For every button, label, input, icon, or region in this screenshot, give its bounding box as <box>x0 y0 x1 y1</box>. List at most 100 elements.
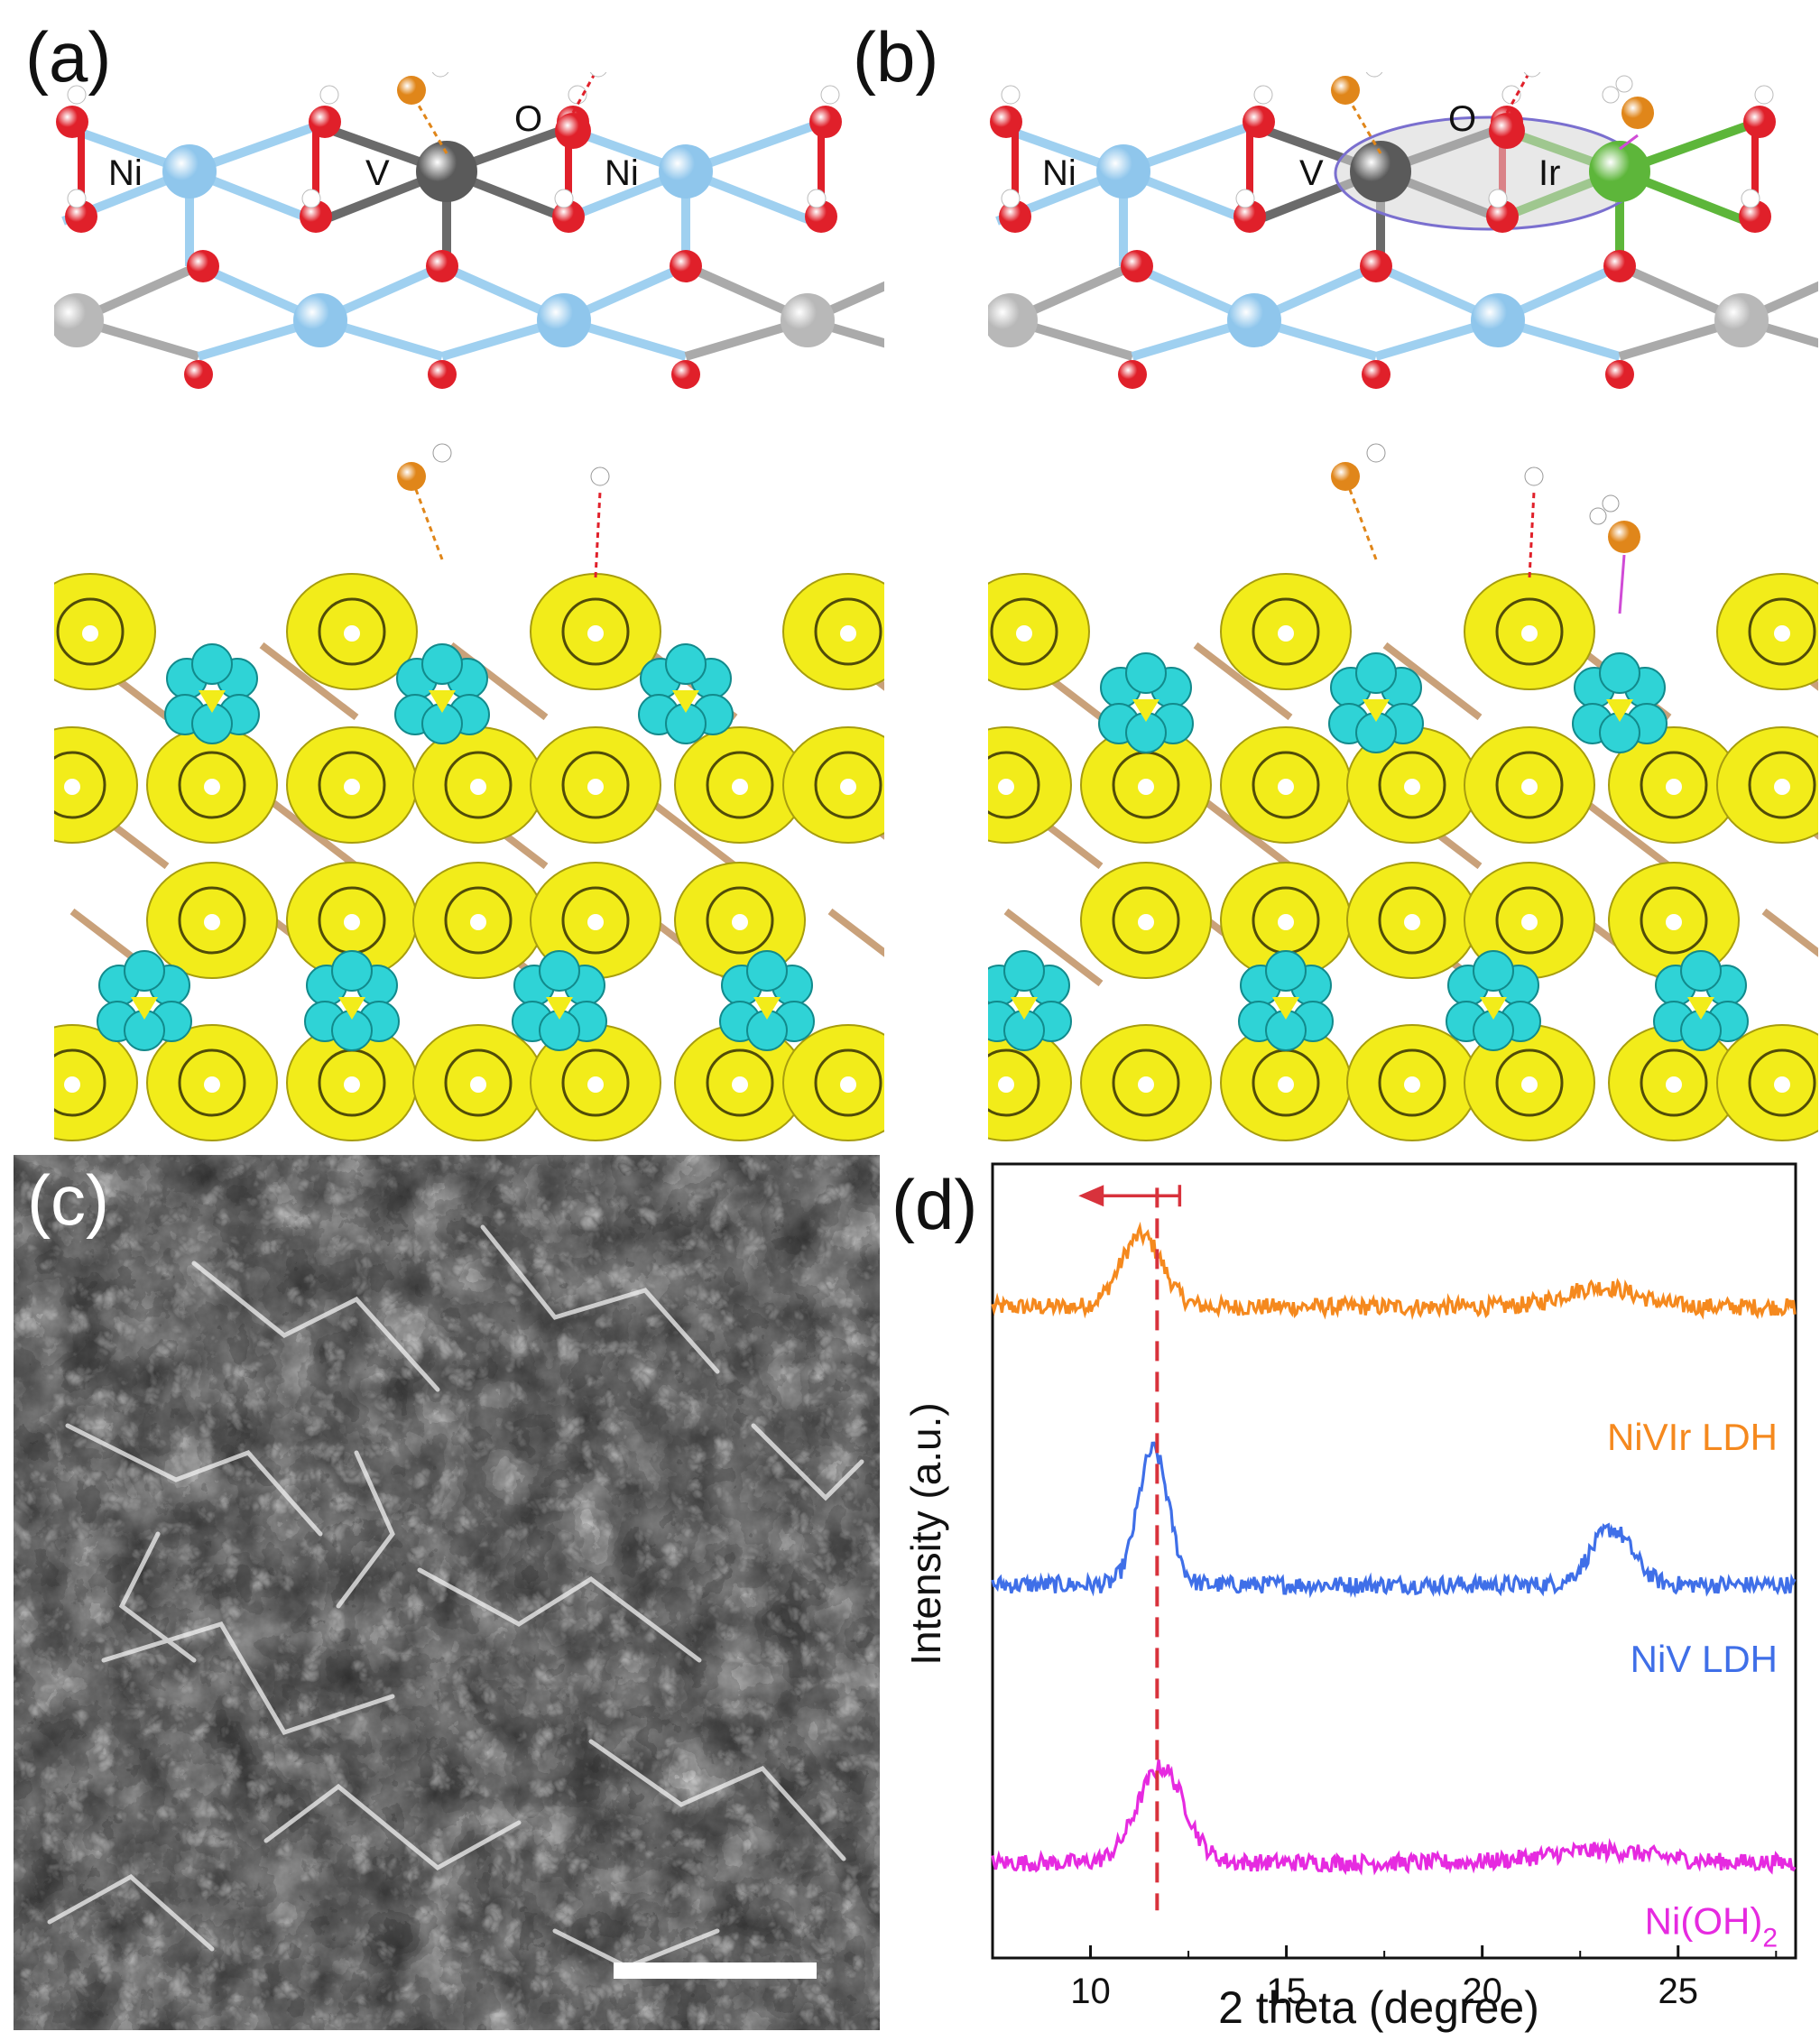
ni-atom <box>1471 293 1525 347</box>
ir-atom <box>1589 141 1650 202</box>
atom-label-1: V <box>365 153 390 193</box>
charge-density-isosurface <box>54 443 884 1141</box>
x-tick-label: 25 <box>1658 1972 1699 2011</box>
panel-b-structure: Ni V O Ir <box>988 72 1818 1141</box>
cyan-lobe <box>1265 950 1307 992</box>
hydrogen-atom <box>589 72 607 78</box>
scale-bar <box>614 1962 817 1979</box>
panel-a-structure: Ni V O Ni <box>54 72 884 1141</box>
hydrogen-atom <box>1366 443 1386 463</box>
ni-atom <box>293 293 347 347</box>
series-label-2: Ni(OH)2 <box>1645 1900 1778 1953</box>
yellow-lobe <box>1716 573 1818 690</box>
x-axis-label: 2 theta (degree) <box>1218 1982 1539 2033</box>
oxygen-atom <box>805 200 837 233</box>
ni-atom <box>537 293 591 347</box>
yellow-lobe <box>54 726 138 844</box>
yellow-lobe <box>782 1024 884 1141</box>
adsorbed-oxygen <box>397 462 426 491</box>
series-line-1 <box>991 1441 1797 1599</box>
oxygen-atom <box>1486 200 1519 233</box>
panel-d-xrd-chart: Intensity (a.u.) 2 theta (degree) 10 15 20… <box>902 1162 1797 2033</box>
oxygen-atom <box>184 360 213 389</box>
oxygen-atom <box>1243 106 1275 138</box>
oxygen-atom <box>1362 360 1390 389</box>
oxygen-atom <box>187 250 219 282</box>
hydrogen-atom <box>1523 72 1541 78</box>
adsorbed-oxygen <box>1608 521 1640 553</box>
yellow-lobe <box>988 573 1090 690</box>
hydrogen-atom <box>1754 85 1774 105</box>
gr-atom <box>988 293 1038 347</box>
hydrogen-atom <box>432 443 452 463</box>
oxygen-atom <box>56 106 88 138</box>
cyan-lobe <box>665 643 707 685</box>
cyan-lobe <box>421 643 463 685</box>
atom-label-0: Ni <box>1042 153 1076 193</box>
hydrogen-atom <box>431 72 449 78</box>
yellow-lobe <box>782 573 884 690</box>
yellow-lobe <box>988 726 1072 844</box>
atom-label-3: Ir <box>1538 153 1560 193</box>
cyan-lobe <box>1125 652 1167 694</box>
panel-label-d: (d) <box>892 1165 978 1244</box>
cyan-lobe <box>124 950 165 992</box>
atom-label-1: V <box>1299 153 1324 193</box>
hydrogen-atom <box>807 189 827 208</box>
oxygen-atom <box>990 106 1022 138</box>
hydrogen-atom <box>301 189 321 208</box>
hydrogen-atom <box>554 189 574 208</box>
plot-frame <box>991 1162 1797 1960</box>
oxygen-atom <box>1603 250 1636 282</box>
adsorbed-oxygen <box>1331 462 1360 491</box>
hydrogen-atom <box>1602 494 1620 513</box>
hydrogen-atom <box>1001 85 1021 105</box>
hydrogen-atom <box>1741 189 1760 208</box>
bridging-oxygen <box>555 113 591 149</box>
atom-label-2: O <box>1448 99 1476 139</box>
hydrogen-atom <box>1235 189 1255 208</box>
cyan-lobe <box>1599 652 1640 694</box>
oxygen-atom <box>1121 250 1153 282</box>
oxygen-atom <box>671 360 700 389</box>
ni-atom <box>162 144 217 199</box>
cyan-lobe <box>1003 950 1045 992</box>
atom-label-3: Ni <box>605 153 639 193</box>
charge-density-isosurface <box>988 443 1818 1141</box>
oxygen-atom <box>1360 250 1392 282</box>
ni-atom <box>1096 144 1150 199</box>
atom-label-2: O <box>514 99 542 139</box>
oxygen-atom <box>428 360 457 389</box>
cyan-lobe <box>191 643 233 685</box>
gr-atom <box>54 293 104 347</box>
cyan-lobe <box>1680 950 1722 992</box>
oxygen-atom <box>1743 106 1776 138</box>
adsorbed-oxygen <box>397 76 426 105</box>
x-tick-label: 10 <box>1070 1972 1111 2011</box>
adsorbed-oxygen <box>1331 76 1360 105</box>
series-label-1: NiV LDH <box>1631 1638 1778 1680</box>
cyan-lobe <box>331 950 373 992</box>
gr-atom <box>1714 293 1769 347</box>
hydrogen-atom <box>1602 86 1620 104</box>
oxygen-atom <box>426 250 458 282</box>
oxygen-atom <box>65 200 97 233</box>
hydrogen-atom <box>67 189 87 208</box>
yellow-lobe <box>1716 1024 1818 1141</box>
oxygen-atom <box>552 200 585 233</box>
oxygen-atom <box>309 106 341 138</box>
hydrogen-atom <box>319 85 339 105</box>
oxygen-atom <box>809 106 842 138</box>
oxygen-atom <box>300 200 332 233</box>
y-axis-label: Intensity (a.u.) <box>902 1402 949 1665</box>
oxygen-atom <box>1118 360 1147 389</box>
cyan-lobe <box>746 950 788 992</box>
oxygen-atom <box>1739 200 1771 233</box>
hydrogen-atom <box>590 466 610 486</box>
yellow-lobe <box>54 1024 138 1141</box>
oxygen-atom <box>1233 200 1266 233</box>
oxygen-atom <box>999 200 1031 233</box>
hydrogen-atom <box>1001 189 1021 208</box>
top-structure: Ni V O Ir <box>988 72 1818 389</box>
panel-label-b: (b) <box>853 17 939 97</box>
